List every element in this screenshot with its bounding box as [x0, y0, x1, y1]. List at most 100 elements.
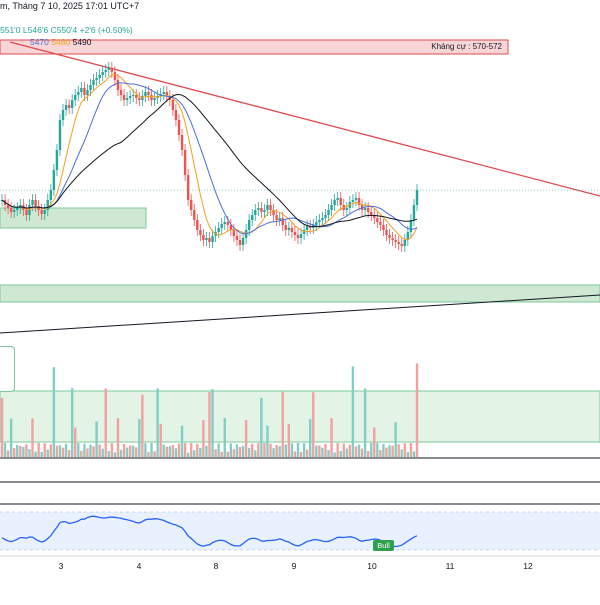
volume-bar: [147, 452, 150, 457]
ascending-trendline[interactable]: [0, 294, 600, 334]
volume-bar: [186, 452, 190, 457]
volume-bar: [351, 366, 355, 457]
volume-bar: [122, 444, 126, 457]
candle-body: [217, 228, 220, 232]
volume-bar: [34, 451, 37, 457]
volume-bar: [415, 363, 419, 457]
candle-body: [412, 205, 416, 220]
candle-body: [180, 135, 184, 150]
volume-bar: [397, 444, 400, 457]
volume-bar: [354, 446, 358, 457]
volume-bar: [324, 443, 327, 457]
volume-bar: [391, 445, 394, 457]
candle-body: [83, 88, 86, 95]
rsi-band: [0, 512, 600, 550]
candle-body: [391, 238, 394, 240]
candle-body: [238, 240, 242, 245]
volume-bar: [272, 448, 275, 457]
volume-bar: [394, 422, 397, 457]
volume-bar: [241, 445, 245, 457]
candle-body: [31, 200, 34, 205]
volume-bar: [266, 425, 269, 457]
date-label: 10: [367, 561, 377, 571]
volume-bar: [263, 443, 266, 457]
candle-body: [37, 206, 40, 210]
candle-body: [235, 236, 239, 240]
volume-bar: [235, 444, 239, 457]
volume-bar: [189, 443, 193, 457]
volume-bar: [293, 451, 297, 457]
volume-bar: [379, 449, 382, 457]
candle-body: [205, 238, 208, 240]
volume-bar: [49, 444, 53, 457]
volume-bar: [296, 443, 300, 457]
volume-bar: [92, 446, 95, 457]
candle-body: [116, 80, 120, 90]
volume-bar: [339, 450, 342, 457]
ma-3-value: 5490: [72, 37, 92, 47]
candle-body: [119, 90, 123, 95]
candle-body: [13, 210, 16, 212]
volume-bar: [174, 448, 178, 457]
candle-body: [272, 210, 275, 215]
volume-bar: [205, 445, 208, 457]
candle-body: [220, 224, 223, 228]
volume-bar: [211, 389, 214, 457]
candle-body: [363, 208, 367, 210]
candle-body: [357, 198, 361, 205]
candle-body: [49, 190, 53, 200]
volume-bar: [37, 443, 40, 457]
candle-body: [278, 218, 281, 220]
volume-bar: [220, 451, 223, 457]
candle-body: [6, 205, 10, 208]
volume-bar: [382, 443, 385, 457]
candle-body: [263, 210, 266, 212]
volume-bar: [6, 450, 10, 457]
indicator-side-box[interactable]: [0, 346, 15, 392]
descending-trendline[interactable]: [9, 41, 600, 197]
candle-body: [269, 205, 272, 210]
candle-body: [132, 95, 135, 96]
candle-body: [101, 72, 104, 75]
volume-bar: [370, 443, 373, 457]
volume-bar: [19, 446, 22, 457]
volume-bar: [373, 427, 376, 457]
candle-body: [330, 205, 333, 210]
candle-body: [46, 200, 49, 210]
candle-body: [92, 80, 95, 85]
volume-bar: [299, 452, 303, 457]
volume-bar: [119, 449, 123, 457]
candle-body: [28, 205, 31, 215]
volume-bar: [98, 444, 101, 457]
candle-body: [107, 68, 111, 70]
candle-body: [382, 225, 385, 230]
candle-body: [376, 218, 379, 222]
ma-black-line: [1, 93, 418, 228]
candle-body: [138, 98, 141, 100]
volume-bar: [80, 450, 83, 457]
volume-bar: [208, 392, 211, 457]
volume-bar: [150, 443, 153, 457]
ma-blue-line: [1, 82, 418, 235]
volume-bars-group: [0, 363, 419, 457]
volume-bar: [107, 451, 111, 457]
candle-body: [397, 242, 400, 244]
volume-bar: [247, 447, 251, 457]
volume-bar: [165, 446, 168, 457]
volume-bar: [67, 450, 71, 457]
candle-body: [305, 226, 309, 230]
candle-body: [171, 100, 175, 110]
volume-bar: [43, 443, 46, 457]
candle-body: [315, 222, 318, 225]
candle-body: [403, 240, 406, 246]
candle-body: [339, 198, 342, 205]
candle-body: [388, 235, 391, 238]
candle-body: [113, 72, 117, 80]
volume-bar: [138, 419, 141, 457]
chart-title: m, Tháng 7 10, 2025 17:01 UTC+7: [0, 1, 140, 11]
volume-bar: [330, 418, 333, 457]
ma-values-row: 5470 5480 5490: [0, 37, 92, 47]
volume-bar: [257, 443, 260, 457]
